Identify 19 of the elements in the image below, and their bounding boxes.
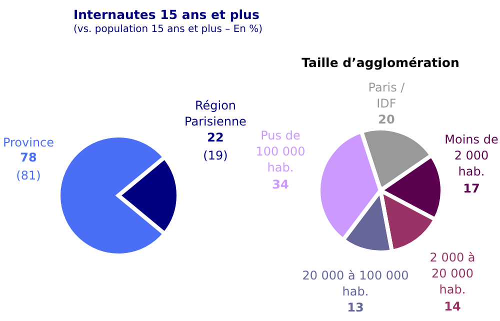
chart-subtitle: (vs. population 15 ans et plus – En %) (74, 24, 263, 35)
slice-label: 20 000 à 100 000 hab. (302, 268, 409, 299)
slice-label: Pus de 100 000 hab. (256, 128, 306, 175)
chart-title: Internautes 15 ans et plus (74, 7, 260, 22)
data-label: 13 (347, 300, 364, 314)
data-label: 34 (272, 178, 289, 192)
slice-label: Région Parisienne (184, 98, 246, 129)
slice-label: Moins de 2 000 hab. (444, 132, 498, 179)
chart-title: Taille d’agglomération (302, 55, 460, 70)
text: (19) (203, 148, 228, 162)
slice-label: 2 000 à 20 000 hab. (430, 250, 476, 297)
data-label: 20 (378, 112, 395, 126)
data-label: 17 (463, 182, 480, 196)
slice-label: Paris / IDF (368, 80, 406, 111)
text: (81) (16, 168, 41, 182)
data-label: 22 (207, 130, 224, 144)
data-label: 14 (444, 300, 461, 314)
data-label: 78 (20, 150, 37, 164)
slice-label: Province (2, 136, 54, 150)
